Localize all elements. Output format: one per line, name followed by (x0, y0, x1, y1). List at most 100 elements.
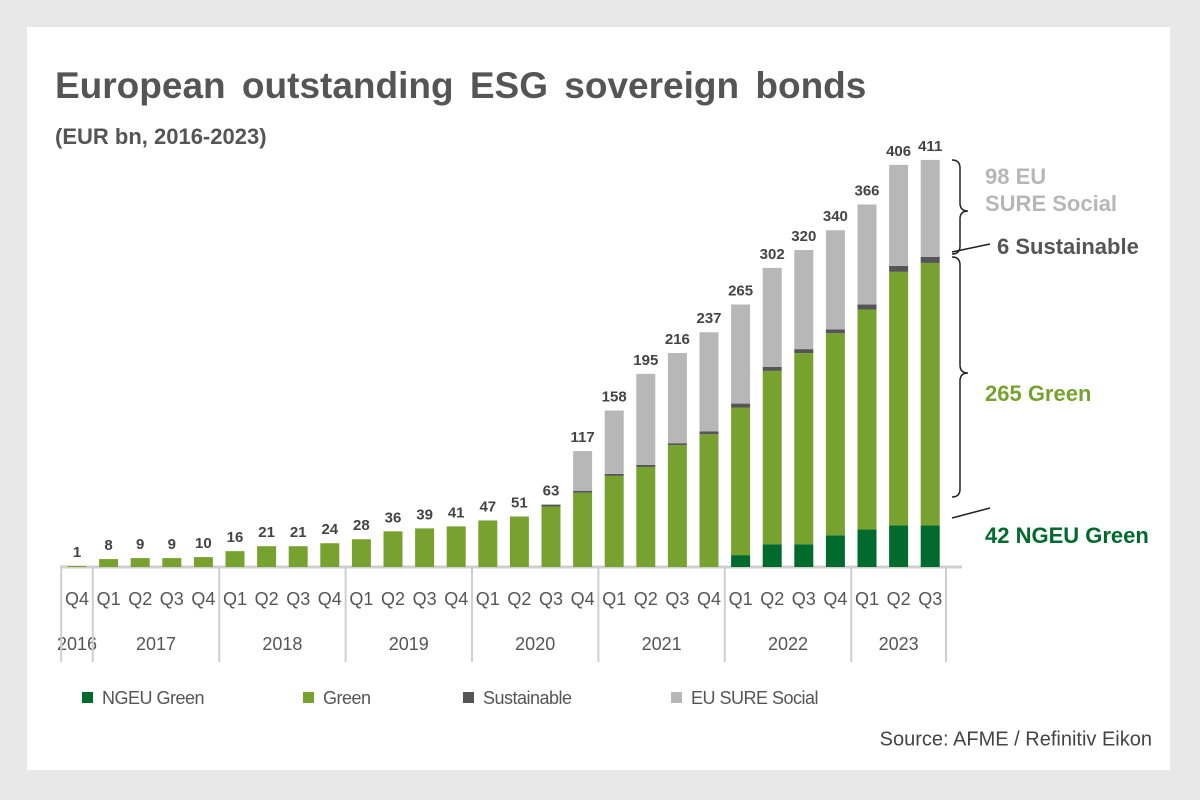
total-label: 10 (195, 535, 212, 552)
total-label: 21 (258, 524, 275, 541)
total-label: 216 (665, 331, 690, 348)
bar-segment (415, 528, 435, 567)
bar-segment (478, 520, 498, 567)
bar-segment (825, 230, 845, 330)
x-tick-label: Q2 (634, 589, 658, 609)
bar-segment (699, 434, 719, 567)
x-tick-label: Q4 (571, 589, 595, 609)
bar-segment (193, 557, 213, 567)
x-tick-label: Q2 (381, 589, 405, 609)
total-label: 9 (136, 536, 144, 553)
bar-segment (857, 529, 877, 567)
bar-segment (99, 559, 119, 567)
year-label: 2018 (262, 634, 302, 654)
brace (951, 159, 969, 255)
bar-segment (541, 504, 561, 507)
total-label: 411 (918, 138, 942, 155)
total-label: 63 (543, 483, 560, 500)
bar-segment (636, 373, 656, 465)
bar-segment (288, 546, 308, 567)
legend-label: Green (323, 688, 371, 708)
bar-segment (731, 403, 751, 408)
year-label: 2019 (389, 634, 429, 654)
year-label: 2023 (879, 634, 919, 654)
bar-segment (731, 407, 751, 556)
legend-label: NGEU Green (102, 688, 204, 708)
x-tick-label: Q3 (792, 589, 816, 609)
bar-segment (162, 558, 182, 567)
x-tick-label: Q2 (128, 589, 152, 609)
bar-segment (667, 353, 687, 444)
bar-segment (857, 309, 877, 530)
total-label: 237 (696, 310, 721, 327)
bar-segment (604, 410, 624, 474)
annotation: 98 EU (985, 164, 1046, 189)
bar-segment (794, 544, 814, 567)
bar-segment (794, 250, 814, 350)
bar-segment (762, 370, 782, 545)
bar-segment (889, 525, 909, 567)
legend-swatch (463, 692, 474, 703)
bar-segment (889, 271, 909, 526)
source: Source: AFME / Refinitiv Eikon (880, 728, 1152, 750)
x-tick-label: Q3 (539, 589, 563, 609)
bar-segment (762, 366, 782, 371)
total-label: 302 (760, 246, 785, 263)
total-label: 16 (227, 529, 244, 546)
chart-subtitle: (EUR bn, 2016-2023) (55, 124, 267, 149)
bar-segment (636, 466, 656, 567)
x-tick-label: Q2 (760, 589, 784, 609)
total-label: 1 (73, 544, 81, 561)
total-label: 195 (633, 352, 658, 369)
brace (951, 256, 969, 498)
bar-segment (794, 353, 814, 545)
bar-segment (667, 443, 687, 446)
year-label: 2016 (57, 634, 97, 654)
year-label: 2022 (768, 634, 808, 654)
legend-swatch (671, 692, 682, 703)
annotation: 265 Green (985, 381, 1091, 406)
x-tick-label: Q4 (823, 589, 847, 609)
bar-segment (731, 304, 751, 404)
x-tick-label: Q4 (65, 589, 89, 609)
x-tick-label: Q2 (887, 589, 911, 609)
total-label: 8 (104, 537, 112, 554)
bar-segment (920, 256, 940, 263)
total-label: 47 (479, 498, 496, 515)
bar-segment (67, 566, 87, 567)
total-label: 41 (448, 504, 465, 521)
bar-segment (667, 445, 687, 567)
x-tick-label: Q1 (97, 589, 121, 609)
bar-segment (573, 490, 593, 493)
total-label: 36 (385, 509, 402, 526)
bar-segment (889, 265, 909, 272)
annotation: SURE Social (985, 191, 1117, 216)
bar-segment (509, 516, 529, 567)
bar-segment (920, 525, 940, 567)
x-tick-label: Q1 (349, 589, 373, 609)
bar-segment (604, 475, 624, 567)
total-label: 9 (168, 536, 176, 553)
legend-label: Sustainable (483, 688, 572, 708)
x-tick-label: Q4 (697, 589, 721, 609)
total-label: 158 (602, 388, 627, 405)
bar-segment (573, 492, 593, 567)
leader-line (951, 507, 991, 519)
x-tick-label: Q4 (318, 589, 342, 609)
bar-segment (731, 555, 751, 567)
total-label: 340 (823, 208, 848, 225)
chart-title: European outstanding ESG sovereign bonds (55, 65, 866, 106)
bar-segment (762, 544, 782, 567)
bar-segment (604, 473, 624, 476)
x-tick-label: Q3 (160, 589, 184, 609)
total-label: 366 (854, 182, 879, 199)
bar-segment (762, 267, 782, 367)
total-label: 117 (570, 429, 594, 446)
bar-segment (257, 546, 277, 567)
total-label: 265 (728, 282, 753, 299)
x-tick-label: Q1 (602, 589, 626, 609)
bar-segment (225, 551, 245, 567)
legend-label: EU SURE Social (691, 688, 818, 708)
x-tick-label: Q2 (507, 589, 531, 609)
